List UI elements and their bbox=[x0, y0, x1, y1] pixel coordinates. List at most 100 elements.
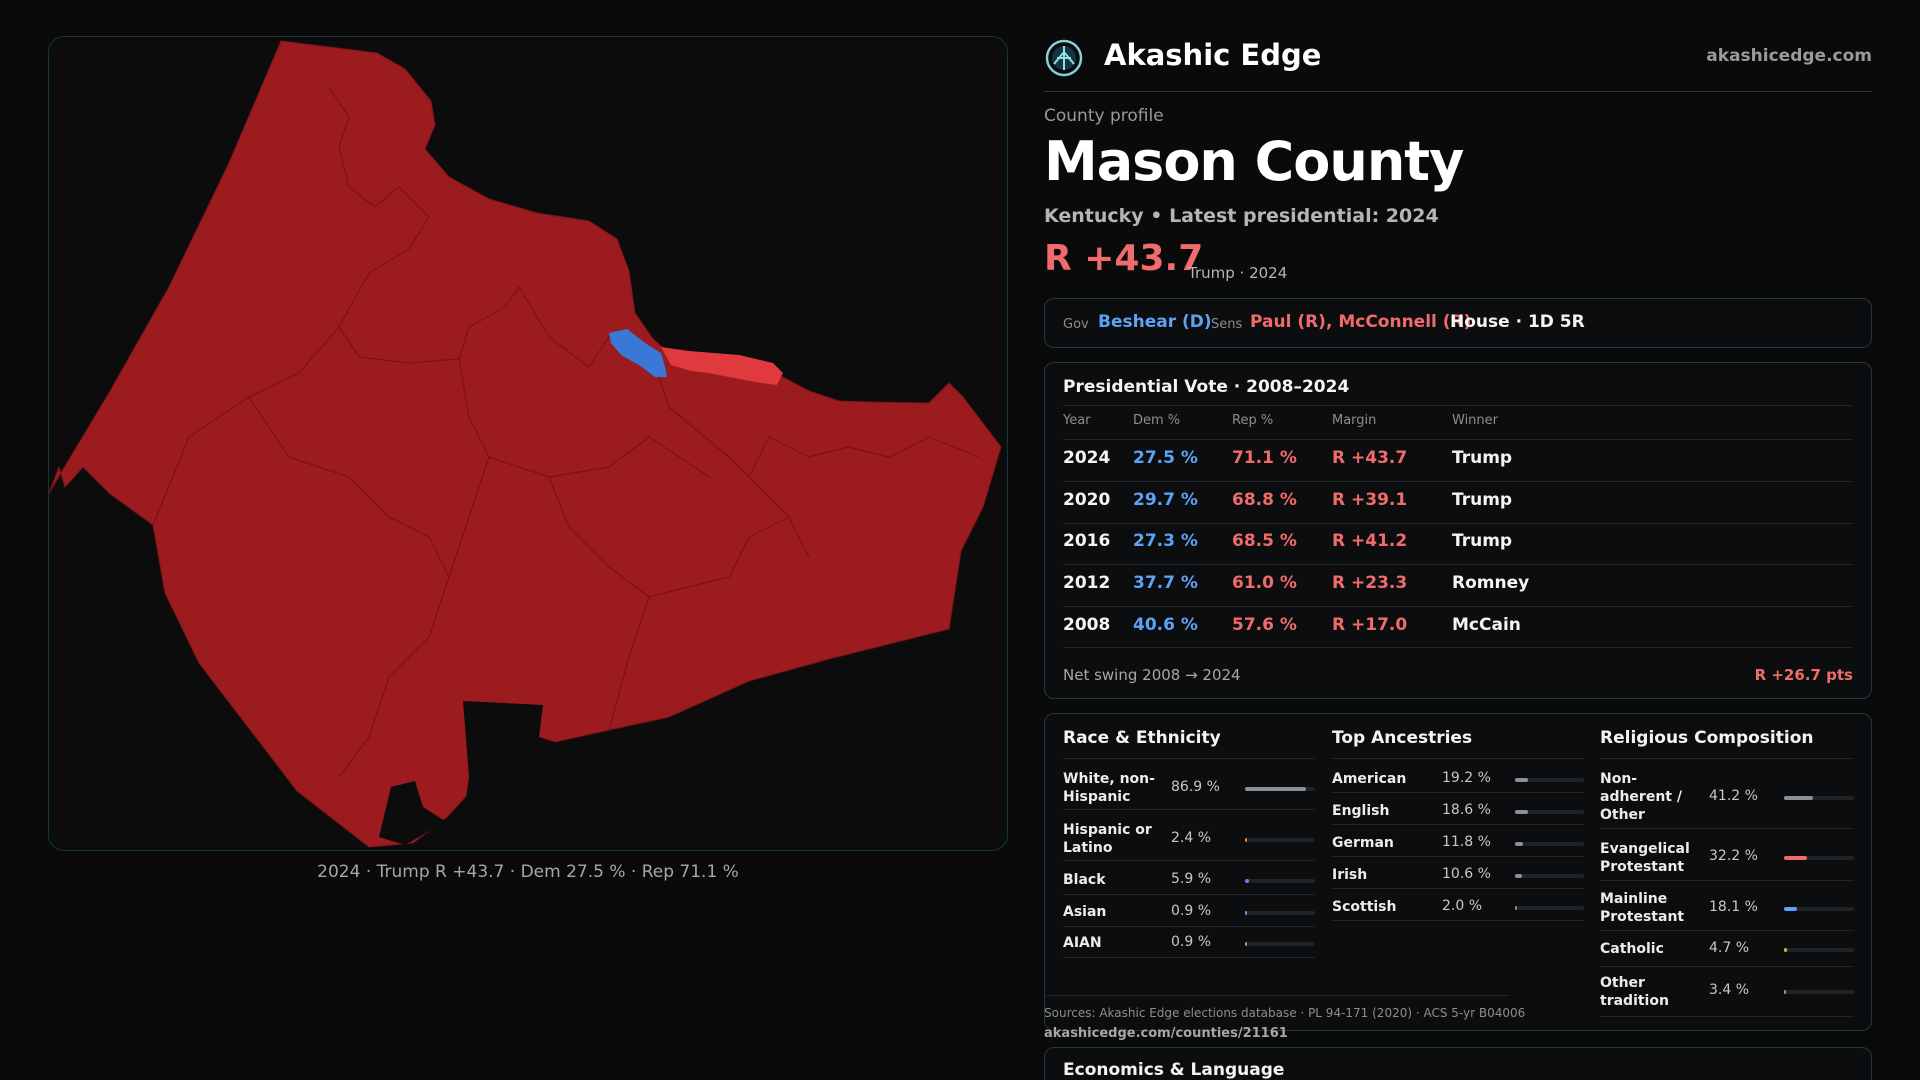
divider bbox=[1063, 809, 1315, 810]
ancestry-bar-fill bbox=[1515, 842, 1524, 846]
race-value: 2.4 % bbox=[1171, 830, 1212, 846]
sources-divider bbox=[1045, 995, 1509, 996]
ancestry-bar bbox=[1515, 810, 1584, 814]
brand-domain-link[interactable]: akashicedge.com bbox=[1706, 46, 1872, 66]
religion-label: Mainline Protestant bbox=[1600, 891, 1685, 925]
governor-value: Beshear (D) bbox=[1098, 312, 1212, 332]
religion-bar bbox=[1784, 990, 1854, 994]
race-bar-fill bbox=[1245, 787, 1306, 791]
row-dem: 27.3 % bbox=[1133, 531, 1198, 551]
county-map-panel[interactable] bbox=[48, 36, 1008, 851]
ancestry-label: Scottish bbox=[1332, 899, 1397, 915]
row-margin: R +41.2 bbox=[1332, 531, 1408, 551]
sources-link[interactable]: akashicedge.com/counties/21161 bbox=[1044, 1026, 1288, 1041]
city-maysville-republican[interactable] bbox=[661, 347, 783, 385]
divider bbox=[1063, 439, 1853, 440]
religion-bar bbox=[1784, 907, 1854, 911]
ancestry-label: American bbox=[1332, 771, 1407, 787]
net-swing-label: Net swing 2008 → 2024 bbox=[1063, 666, 1241, 684]
net-swing-value: R +26.7 pts bbox=[1754, 666, 1853, 684]
divider bbox=[1332, 824, 1584, 825]
ancestry-label: English bbox=[1332, 803, 1390, 819]
row-year: 2012 bbox=[1063, 573, 1111, 593]
divider bbox=[1600, 880, 1854, 881]
gov-label: Gov bbox=[1063, 317, 1089, 332]
economics-card: Economics & Language bbox=[1044, 1047, 1872, 1080]
divider bbox=[1600, 966, 1854, 967]
profile-subtitle: Kentucky • Latest presidential: 2024 bbox=[1044, 205, 1439, 227]
religion-bar bbox=[1784, 948, 1854, 952]
ancestry-bar-fill bbox=[1515, 778, 1529, 782]
row-dem: 29.7 % bbox=[1133, 490, 1198, 510]
col-header-margin: Margin bbox=[1332, 413, 1377, 428]
ancestry-title: Top Ancestries bbox=[1332, 728, 1473, 748]
ancestry-value: 2.0 % bbox=[1442, 898, 1483, 914]
row-dem: 37.7 % bbox=[1133, 573, 1198, 593]
race-value: 5.9 % bbox=[1171, 871, 1212, 887]
senators-value: Paul (R), McConnell (R) bbox=[1250, 312, 1472, 332]
house-delegation: House · 1D 5R bbox=[1450, 312, 1585, 332]
divider bbox=[1332, 792, 1584, 793]
row-year: 2016 bbox=[1063, 531, 1111, 551]
brand-name[interactable]: Akashic Edge bbox=[1104, 38, 1322, 72]
profile-kicker: County profile bbox=[1044, 106, 1164, 126]
ancestry-bar bbox=[1515, 842, 1584, 846]
race-bar bbox=[1245, 787, 1315, 791]
ancestry-bar bbox=[1515, 874, 1584, 878]
county-map[interactable] bbox=[49, 37, 1008, 851]
county-shape-republican[interactable] bbox=[49, 40, 1002, 848]
akashic-edge-logo-icon[interactable] bbox=[1044, 38, 1084, 78]
race-bar-fill bbox=[1245, 879, 1250, 883]
county-subdivision-lines bbox=[152, 86, 980, 778]
divider bbox=[1063, 564, 1853, 565]
race-bar bbox=[1245, 879, 1315, 883]
religion-value: 3.4 % bbox=[1709, 982, 1750, 998]
header-divider bbox=[1044, 36, 1872, 92]
row-winner: Trump bbox=[1452, 490, 1513, 510]
divider bbox=[1332, 920, 1584, 921]
religion-value: 32.2 % bbox=[1709, 848, 1758, 864]
row-rep: 61.0 % bbox=[1232, 573, 1297, 593]
divider bbox=[1063, 957, 1315, 958]
row-margin: R +43.7 bbox=[1332, 448, 1408, 468]
religion-value: 41.2 % bbox=[1709, 788, 1758, 804]
divider bbox=[1063, 926, 1315, 927]
page-title: Mason County bbox=[1044, 130, 1464, 193]
ancestry-value: 10.6 % bbox=[1442, 866, 1491, 882]
divider bbox=[1332, 888, 1584, 889]
row-rep: 71.1 % bbox=[1232, 448, 1297, 468]
religion-label: Other tradition bbox=[1600, 975, 1669, 1009]
row-year: 2024 bbox=[1063, 448, 1111, 468]
col-header-dem: Dem % bbox=[1133, 413, 1181, 428]
map-notch-southwest bbox=[379, 781, 445, 845]
row-rep: 68.8 % bbox=[1232, 490, 1297, 510]
ancestry-bar-fill bbox=[1515, 906, 1518, 910]
divider bbox=[1332, 758, 1584, 759]
race-bar-fill bbox=[1245, 838, 1248, 842]
divider bbox=[1063, 523, 1853, 524]
divider bbox=[1063, 405, 1853, 406]
ancestry-value: 18.6 % bbox=[1442, 802, 1491, 818]
ancestry-bar-fill bbox=[1515, 874, 1523, 878]
col-header-rep: Rep % bbox=[1232, 413, 1274, 428]
sources-text: Sources: Akashic Edge elections database… bbox=[1044, 1006, 1526, 1020]
religion-value: 18.1 % bbox=[1709, 899, 1758, 915]
economics-title: Economics & Language bbox=[1063, 1060, 1285, 1080]
religion-value: 4.7 % bbox=[1709, 940, 1750, 956]
religion-title: Religious Composition bbox=[1600, 728, 1814, 748]
latest-margin: R +43.7 bbox=[1044, 238, 1204, 279]
city-aberdeen-democrat[interactable] bbox=[609, 329, 667, 377]
race-value: 86.9 % bbox=[1171, 779, 1220, 795]
race-bar-fill bbox=[1245, 911, 1248, 915]
col-header-winner: Winner bbox=[1452, 413, 1499, 428]
divider bbox=[1063, 860, 1315, 861]
latest-margin-note: Trump · 2024 bbox=[1188, 264, 1288, 282]
divider bbox=[1600, 930, 1854, 931]
race-label: Black bbox=[1063, 872, 1106, 888]
divider bbox=[1063, 758, 1315, 759]
row-winner: Trump bbox=[1452, 531, 1513, 551]
race-bar bbox=[1245, 911, 1315, 915]
row-margin: R +23.3 bbox=[1332, 573, 1408, 593]
race-bar bbox=[1245, 838, 1315, 842]
religion-bar-fill bbox=[1784, 796, 1813, 800]
